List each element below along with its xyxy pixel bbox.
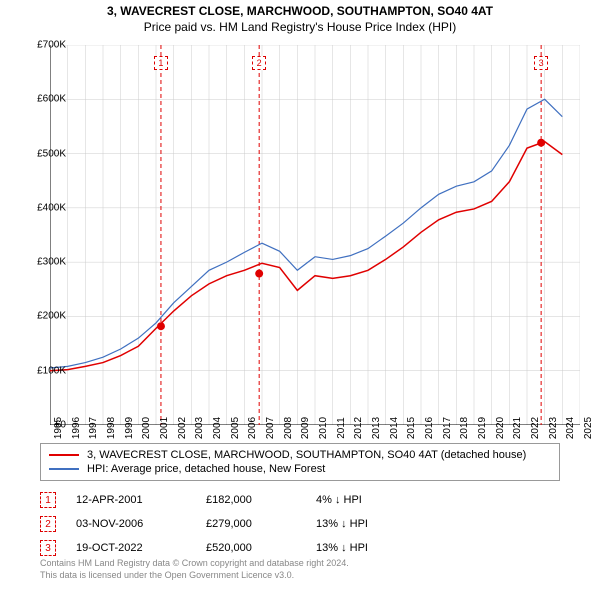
y-tick-label: £700K <box>37 40 66 51</box>
x-tick-label: 2001 <box>159 417 170 439</box>
x-tick-label: 2016 <box>424 417 435 439</box>
x-tick-label: 2013 <box>371 417 382 439</box>
x-tick-label: 2022 <box>530 417 541 439</box>
x-tick-label: 2015 <box>406 417 417 439</box>
chart-marker-badge: 3 <box>534 56 548 70</box>
y-tick-label: £400K <box>37 202 66 213</box>
transaction-badge: 3 <box>40 540 56 556</box>
transaction-date: 19-OCT-2022 <box>76 542 186 554</box>
transaction-row: 2 03-NOV-2006 £279,000 13% ↓ HPI <box>40 512 560 536</box>
x-tick-label: 2017 <box>442 417 453 439</box>
transaction-row: 1 12-APR-2001 £182,000 4% ↓ HPI <box>40 488 560 512</box>
y-tick-label: £300K <box>37 257 66 268</box>
x-tick-label: 2010 <box>318 417 329 439</box>
x-tick-label: 1997 <box>88 417 99 439</box>
y-tick-label: £100K <box>37 365 66 376</box>
legend-item: 3, WAVECREST CLOSE, MARCHWOOD, SOUTHAMPT… <box>49 448 551 462</box>
y-tick-label: £500K <box>37 148 66 159</box>
x-tick-label: 1998 <box>106 417 117 439</box>
x-tick-label: 2000 <box>141 417 152 439</box>
footer-line-1: Contains HM Land Registry data © Crown c… <box>40 558 560 570</box>
title-block: 3, WAVECREST CLOSE, MARCHWOOD, SOUTHAMPT… <box>0 0 600 34</box>
x-tick-label: 2003 <box>194 417 205 439</box>
footer-line-2: This data is licensed under the Open Gov… <box>40 570 560 582</box>
x-tick-label: 2021 <box>512 417 523 439</box>
x-tick-label: 2002 <box>177 417 188 439</box>
x-tick-label: 2012 <box>353 417 364 439</box>
x-tick-label: 2024 <box>565 417 576 439</box>
transaction-price: £279,000 <box>206 518 296 530</box>
x-tick-label: 1995 <box>53 417 64 439</box>
x-tick-label: 2008 <box>283 417 294 439</box>
x-tick-label: 2020 <box>495 417 506 439</box>
x-tick-label: 2011 <box>336 417 347 439</box>
transaction-date: 12-APR-2001 <box>76 494 186 506</box>
chart-subtitle: Price paid vs. HM Land Registry's House … <box>0 20 600 34</box>
legend-swatch <box>49 468 79 470</box>
x-tick-label: 2025 <box>583 417 594 439</box>
x-tick-label: 2005 <box>230 417 241 439</box>
x-tick-label: 1999 <box>124 417 135 439</box>
legend-swatch <box>49 454 79 456</box>
x-tick-label: 1996 <box>71 417 82 439</box>
x-tick-label: 2007 <box>265 417 276 439</box>
transaction-diff: 13% ↓ HPI <box>316 518 426 530</box>
transaction-price: £520,000 <box>206 542 296 554</box>
legend-item: HPI: Average price, detached house, New … <box>49 462 551 476</box>
transaction-badge: 2 <box>40 516 56 532</box>
transaction-date: 03-NOV-2006 <box>76 518 186 530</box>
x-tick-label: 2014 <box>389 417 400 439</box>
x-tick-label: 2006 <box>247 417 258 439</box>
transactions-table: 1 12-APR-2001 £182,000 4% ↓ HPI 2 03-NOV-2006… <box>40 488 560 560</box>
x-tick-label: 2004 <box>212 417 223 439</box>
y-tick-label: £200K <box>37 311 66 322</box>
transaction-price: £182,000 <box>206 494 296 506</box>
transaction-badge: 1 <box>40 492 56 508</box>
transaction-diff: 13% ↓ HPI <box>316 542 426 554</box>
legend-label: 3, WAVECREST CLOSE, MARCHWOOD, SOUTHAMPT… <box>87 449 526 461</box>
transaction-row: 3 19-OCT-2022 £520,000 13% ↓ HPI <box>40 536 560 560</box>
footer-attribution: Contains HM Land Registry data © Crown c… <box>40 558 560 581</box>
y-tick-label: £600K <box>37 94 66 105</box>
legend: 3, WAVECREST CLOSE, MARCHWOOD, SOUTHAMPT… <box>40 443 560 481</box>
chart-title: 3, WAVECREST CLOSE, MARCHWOOD, SOUTHAMPT… <box>0 4 600 18</box>
transaction-diff: 4% ↓ HPI <box>316 494 426 506</box>
chart-container: 3, WAVECREST CLOSE, MARCHWOOD, SOUTHAMPT… <box>0 0 600 590</box>
line-chart <box>50 45 580 425</box>
chart-marker-badge: 2 <box>252 56 266 70</box>
x-tick-label: 2009 <box>300 417 311 439</box>
chart-marker-badge: 1 <box>154 56 168 70</box>
legend-label: HPI: Average price, detached house, New … <box>87 463 325 475</box>
x-tick-label: 2023 <box>548 417 559 439</box>
x-tick-label: 2019 <box>477 417 488 439</box>
x-tick-label: 2018 <box>459 417 470 439</box>
